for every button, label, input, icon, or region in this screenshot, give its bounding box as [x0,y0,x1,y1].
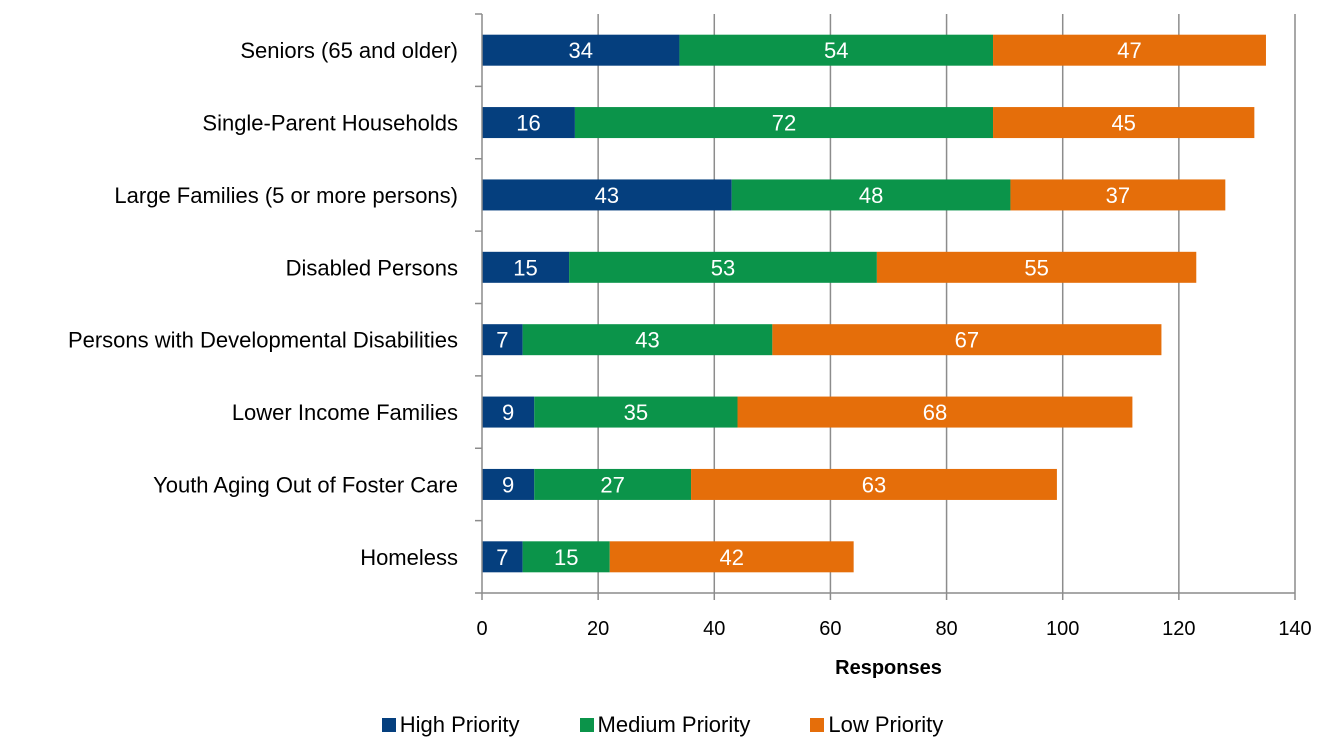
legend-item: Low Priority [810,712,943,738]
data-label: 42 [719,545,743,570]
bar-segment [482,396,535,428]
data-label: 15 [554,545,578,570]
data-label: 7 [496,328,508,353]
category-label: Seniors (65 and older) [240,38,458,63]
data-label: 48 [859,183,883,208]
bar-segment [993,107,1255,139]
data-label: 53 [711,255,735,280]
category-label: Large Families (5 or more persons) [114,183,458,208]
data-label: 35 [624,400,648,425]
bar-segment [522,324,773,356]
category-label: Disabled Persons [286,255,458,280]
data-label: 9 [502,472,514,497]
bar-segment [574,107,994,139]
category-label: Youth Aging Out of Foster Care [153,472,458,497]
legend-item: High Priority [381,712,520,738]
bar-segment [679,34,994,66]
data-label: 55 [1024,255,1048,280]
category-label: Persons with Developmental Disabilities [68,328,458,353]
x-tick-label: 60 [819,618,841,640]
bar-segment [482,179,732,211]
legend-item: Medium Priority [579,712,751,738]
bar-segment [772,324,1162,356]
legend-label: High Priority [399,712,520,737]
data-label: 54 [824,38,848,63]
x-tick-label: 80 [935,618,957,640]
bar-segment [482,251,570,283]
data-label: 9 [502,400,514,425]
bar-segment [522,541,610,573]
bar-segment [482,468,535,500]
chart-plot: 34 54 47 16 72 45 43 48 37 15 53 55 7 43 67 9 35 68 9 27 63 7… [68,13,1312,679]
data-label: 63 [862,472,886,497]
data-label: 68 [923,400,947,425]
data-label: 45 [1111,111,1135,136]
bar-segment [482,324,523,356]
axes [475,13,1296,600]
bar-segment [876,251,1197,283]
x-tick-label: 0 [476,618,487,640]
bar-segment [569,251,877,283]
bar-segment [534,468,692,500]
data-label: 72 [772,111,796,136]
bar-segment [1010,179,1226,211]
x-tick-label: 20 [587,618,609,640]
bar-segment [691,468,1057,500]
grid-lines [597,14,1296,593]
x-tick-label: 140 [1278,618,1311,640]
legend-swatch [381,718,396,732]
bar-segment [482,541,523,573]
data-label: 7 [496,545,508,570]
bar-segment [731,179,1011,211]
bars: 34 54 47 16 72 45 43 48 37 15 53 55 7 43 67 9 35 68 9 27 63 7… [482,34,1266,573]
bar-segment [737,396,1133,428]
bar-segment [534,396,738,428]
legend-label: Medium Priority [597,712,751,737]
category-label: Lower Income Families [232,400,458,425]
category-label: Single-Parent Households [202,111,458,136]
bar-segment [482,34,680,66]
data-label: 67 [955,328,979,353]
bar-segment [993,34,1266,66]
x-tick-label: 120 [1162,618,1195,640]
data-label: 15 [513,255,537,280]
data-label: 47 [1117,38,1141,63]
legend-label: Low Priority [828,712,944,737]
data-label: 43 [595,183,619,208]
legend-swatch [810,718,825,732]
category-labels: Seniors (65 and older) Single-Parent Hous… [68,38,458,570]
x-tick-label: 100 [1046,618,1079,640]
x-tick-labels: 0 20 40 60 80 100 120 140 [476,618,1311,640]
data-label: 27 [600,472,624,497]
legend: High Priority Medium Priority Low Priority [0,711,1325,739]
data-label: 34 [568,38,592,63]
x-axis-title: Responses [835,657,942,679]
bar-segment [482,107,575,139]
data-label: 37 [1106,183,1130,208]
data-label: 43 [635,328,659,353]
x-tick-label: 40 [703,618,725,640]
category-label: Homeless [360,545,458,570]
legend-swatch [579,718,594,732]
data-label: 16 [516,111,540,136]
bar-segment [609,541,854,573]
